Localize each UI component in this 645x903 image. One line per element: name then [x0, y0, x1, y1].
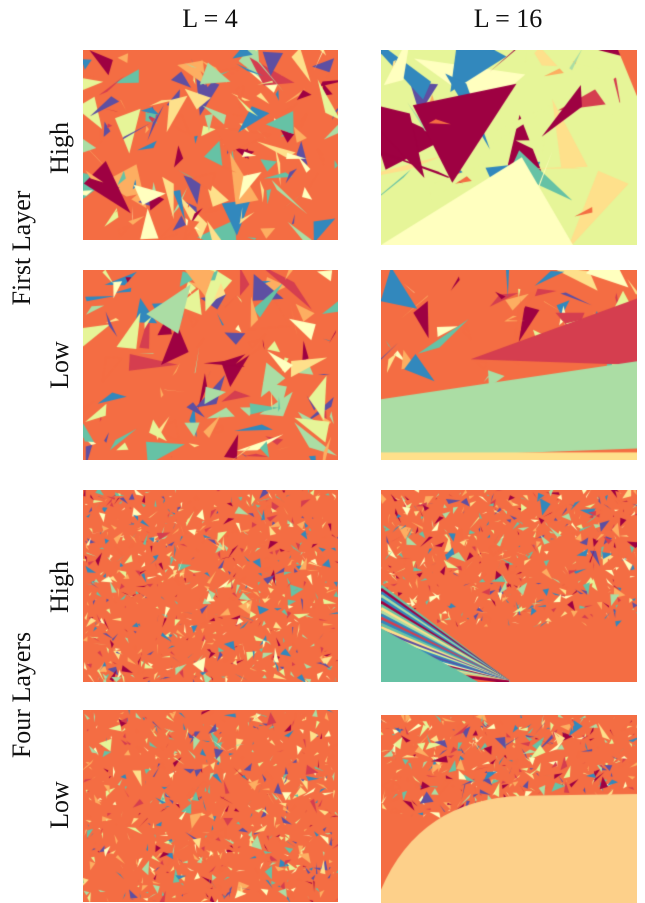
partition-panel-first-low-l16 [381, 270, 637, 460]
partition-panel-first-high-l16 [381, 50, 637, 245]
partition-panel-first-high-l4 [83, 50, 338, 240]
partition-panel-four-low-l16 [381, 715, 637, 903]
row-label-four-high: High [45, 561, 74, 613]
row-label-first-low: Low [45, 341, 74, 389]
partition-panel-four-low-l4 [83, 710, 338, 902]
group-label-four-layers: Four Layers [7, 631, 36, 759]
partition-panel-four-high-l16 [381, 490, 637, 682]
row-label-first-high: High [45, 122, 74, 174]
column-header-l16: L = 16 [473, 4, 543, 33]
row-label-four-low: Low [45, 781, 74, 829]
partition-panel-four-high-l4 [83, 490, 338, 682]
column-header-l4: L = 4 [182, 4, 238, 33]
group-label-first-layer: First Layer [7, 190, 36, 306]
partition-panel-first-low-l4 [83, 270, 338, 460]
